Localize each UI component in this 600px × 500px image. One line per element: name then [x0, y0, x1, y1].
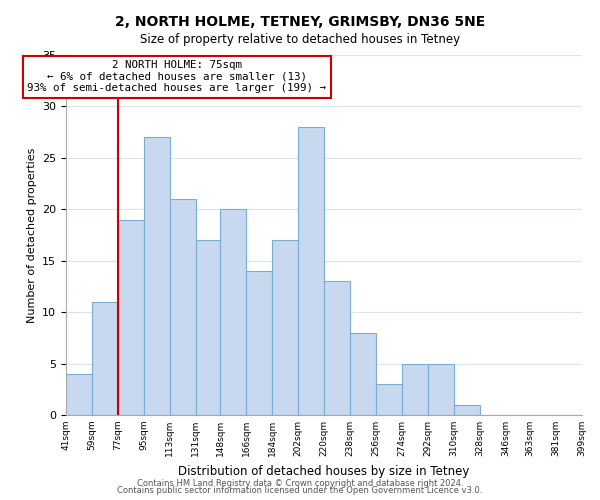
Bar — [350, 332, 376, 415]
Bar — [92, 302, 118, 415]
Bar — [144, 138, 170, 415]
Text: 2, NORTH HOLME, TETNEY, GRIMSBY, DN36 5NE: 2, NORTH HOLME, TETNEY, GRIMSBY, DN36 5N… — [115, 15, 485, 29]
Bar — [196, 240, 220, 415]
Text: Contains HM Land Registry data © Crown copyright and database right 2024.: Contains HM Land Registry data © Crown c… — [137, 478, 463, 488]
Bar — [376, 384, 402, 415]
Y-axis label: Number of detached properties: Number of detached properties — [26, 148, 37, 322]
Bar — [324, 282, 350, 415]
Bar — [272, 240, 298, 415]
Text: 2 NORTH HOLME: 75sqm
← 6% of detached houses are smaller (13)
93% of semi-detach: 2 NORTH HOLME: 75sqm ← 6% of detached ho… — [28, 60, 326, 94]
X-axis label: Distribution of detached houses by size in Tetney: Distribution of detached houses by size … — [178, 464, 470, 477]
Bar — [298, 127, 324, 415]
Bar — [428, 364, 454, 415]
Text: Size of property relative to detached houses in Tetney: Size of property relative to detached ho… — [140, 32, 460, 46]
Bar — [66, 374, 92, 415]
Bar — [246, 271, 272, 415]
Bar — [402, 364, 428, 415]
Bar — [118, 220, 144, 415]
Bar — [170, 199, 196, 415]
Text: Contains public sector information licensed under the Open Government Licence v3: Contains public sector information licen… — [118, 486, 482, 495]
Bar — [454, 404, 479, 415]
Bar — [220, 210, 246, 415]
